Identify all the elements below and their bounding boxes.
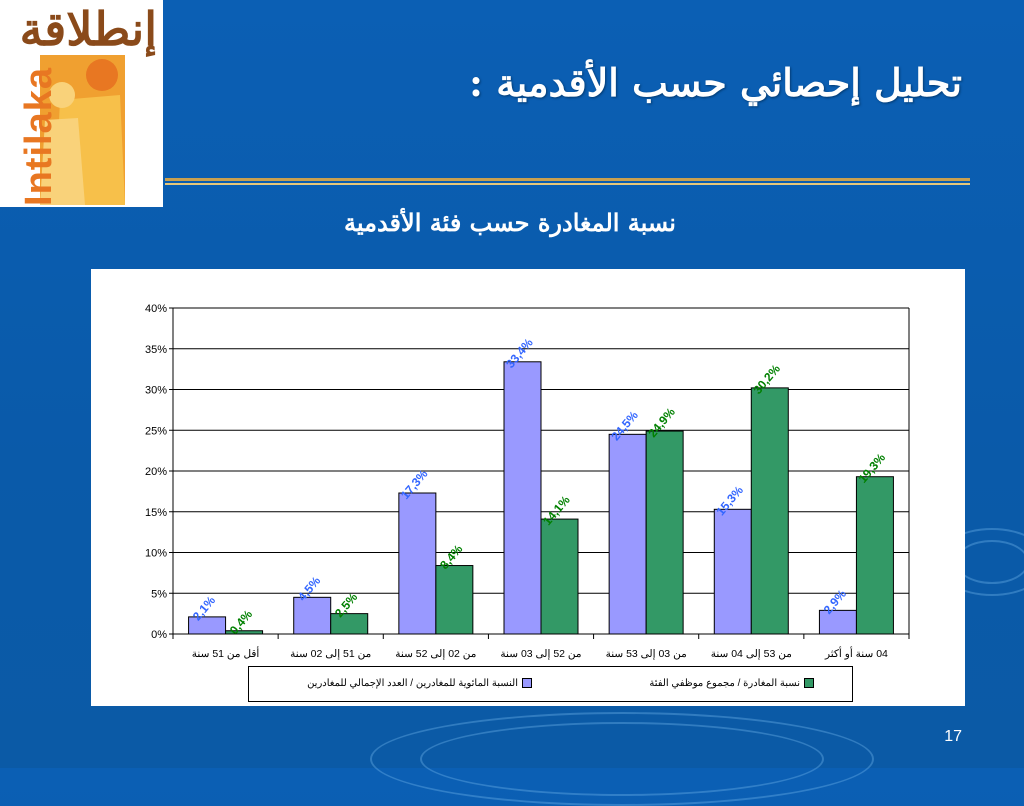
intilaka-logo: إنطلاقة Intilaka: [0, 0, 163, 207]
y-tick-label: 40%: [145, 303, 167, 315]
chart-panel: 0% 5% 10% 15% 20% 25% 30% 35% 40% 2,1% 0,4% أقل من …: [91, 269, 965, 706]
legend-swatch: [804, 678, 814, 689]
x-tick-label: من 52 إلى 03 سنة: [500, 648, 582, 660]
legend-swatch: [522, 678, 532, 689]
divider-line: [165, 178, 970, 181]
bar-series1: [293, 596, 332, 635]
y-tick-label: 25%: [145, 425, 167, 437]
bar-series1: [503, 361, 542, 635]
y-tick-label: 10%: [145, 548, 167, 560]
y-tick-label: 15%: [145, 507, 167, 519]
bar-series2: [855, 476, 894, 635]
background-ripple: [420, 722, 824, 796]
y-tick-label: 35%: [145, 344, 167, 356]
x-tick-label: من 53 إلى 04 سنة: [711, 648, 793, 660]
logo-arabic-text: إنطلاقة: [19, 2, 157, 56]
y-tick-label: 5%: [151, 588, 167, 600]
x-tick-label: من 51 إلى 02 سنة: [290, 648, 372, 660]
x-tick-label: من 02 إلى 52 سنة: [395, 648, 477, 660]
legend-label: نسبة المغادرة / مجموع موظفي الفئة: [649, 678, 800, 689]
bar-series2: [330, 613, 369, 635]
logo-latin-text: Intilaka: [17, 67, 60, 206]
bar-chart: 0%5%10%15%20%25%30%35%40%2,1% 0,4%أقل من …: [145, 303, 910, 660]
bar-series1: [818, 609, 857, 635]
bar-series2: [435, 565, 474, 635]
legend-item-series1: النسبة المائوية للمغادرين / العدد الإجما…: [307, 678, 532, 689]
page-number: 17: [944, 728, 962, 745]
bar-series2: [540, 518, 579, 635]
bar-series1: [608, 433, 647, 635]
y-tick-label: 20%: [145, 466, 167, 478]
bar-series1: [713, 508, 752, 635]
bar-series1: [398, 492, 437, 635]
legend-label: النسبة المائوية للمغادرين / العدد الإجما…: [307, 678, 518, 689]
y-tick-label: 30%: [145, 385, 167, 397]
bar-series2: [645, 430, 684, 635]
bar-series2: [225, 630, 264, 635]
slide-title: تحليل إحصائي حسب الأقدمية :: [469, 60, 962, 105]
legend-item-series2: نسبة المغادرة / مجموع موظفي الفئة: [649, 678, 814, 689]
x-tick-label: أقل من 51 سنة: [192, 646, 260, 660]
y-tick-label: 0%: [151, 629, 167, 641]
divider-line: [165, 183, 970, 185]
x-tick-label: من 03 إلى 53 سنة: [606, 648, 688, 660]
x-tick-label: 04 سنة أو أكثر: [824, 646, 888, 660]
logo-figures: [40, 55, 125, 205]
bar-series1: [188, 616, 227, 635]
chart-legend: النسبة المائوية للمغادرين / العدد الإجما…: [248, 666, 853, 702]
chart-title: نسبة المغادرة حسب فئة الأقدمية: [343, 208, 676, 237]
bar-series2: [750, 387, 789, 635]
